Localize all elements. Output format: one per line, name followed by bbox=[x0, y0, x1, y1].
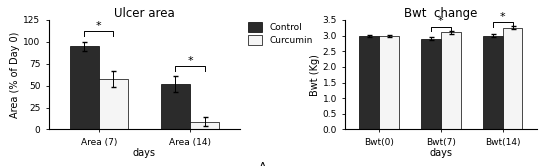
Bar bbox=[99, 79, 128, 129]
Bar bbox=[421, 39, 441, 129]
Bar bbox=[359, 36, 379, 129]
Text: *: * bbox=[500, 12, 506, 22]
Y-axis label: Area (% of Day 0): Area (% of Day 0) bbox=[10, 32, 21, 118]
Bar bbox=[190, 122, 219, 129]
Text: *: * bbox=[438, 16, 444, 26]
X-axis label: days: days bbox=[133, 148, 156, 158]
Bar bbox=[441, 32, 461, 129]
Legend: Control, Curcumin: Control, Curcumin bbox=[248, 22, 313, 45]
Y-axis label: Bwt (Kg): Bwt (Kg) bbox=[310, 54, 320, 96]
Text: *: * bbox=[96, 21, 102, 31]
Title: Bwt  change: Bwt change bbox=[404, 7, 478, 20]
Bar bbox=[502, 28, 522, 129]
Bar bbox=[483, 36, 502, 129]
Text: *: * bbox=[187, 56, 193, 66]
Text: A: A bbox=[259, 162, 267, 166]
Title: Ulcer area: Ulcer area bbox=[114, 7, 175, 20]
X-axis label: days: days bbox=[429, 148, 453, 158]
Bar bbox=[70, 46, 99, 129]
Bar bbox=[161, 84, 190, 129]
Bar bbox=[379, 36, 399, 129]
